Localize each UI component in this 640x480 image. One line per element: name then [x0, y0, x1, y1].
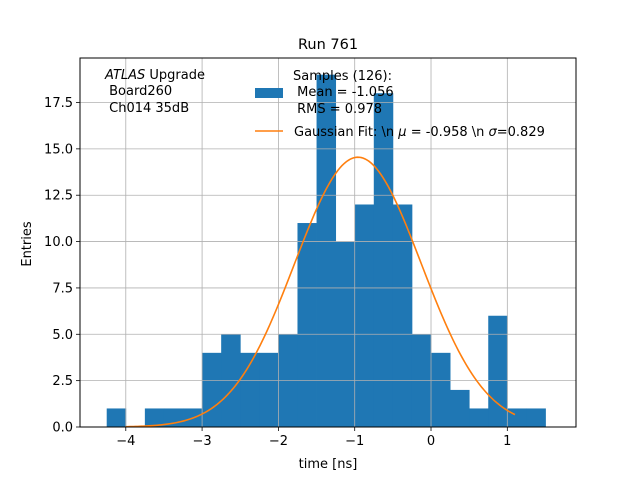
x-tick-label: 1 — [503, 434, 511, 449]
histogram-bar — [373, 93, 394, 428]
x-axis-label: time [ns] — [299, 457, 358, 472]
histogram-bar — [106, 408, 127, 427]
x-axis-ticks: −4 −3 −2 −1 0 1 — [116, 427, 511, 449]
y-tick-label: 0.0 — [52, 421, 73, 436]
histogram-bar — [450, 389, 470, 427]
legend-histogram-label-line-3: RMS = 0.978 — [293, 102, 382, 117]
plot-frame — [79, 57, 577, 428]
histogram-bar — [144, 408, 165, 427]
legend-histogram-label-line-1: Samples (126): — [293, 69, 392, 84]
histogram-bar — [259, 352, 279, 427]
annotation-upgrade: Upgrade — [145, 68, 205, 83]
y-tick-label: 2.5 — [52, 374, 73, 389]
legend-fit-sigma-value: =0.829 — [497, 125, 545, 140]
annotation-line-1: ATLAS Upgrade — [104, 68, 205, 83]
y-tick-label: 10.0 — [44, 235, 73, 250]
y-tick-label: 7.5 — [52, 281, 73, 296]
y-tick-label: 12.5 — [44, 189, 73, 204]
fit-curve-line — [125, 156, 516, 428]
histogram-bar — [392, 204, 413, 427]
x-tick-label: 0 — [427, 434, 435, 449]
x-tick-label: −4 — [116, 434, 135, 449]
atlas-annotation: ATLAS Upgrade Board260 Ch014 35dB — [104, 68, 205, 116]
histogram-bar — [354, 204, 375, 427]
x-tick-label: −3 — [193, 434, 212, 449]
legend-histogram-label-line-2: Mean = -1.056 — [293, 85, 394, 100]
histogram-bar — [431, 352, 451, 427]
histogram-bar — [469, 408, 489, 427]
annotation-line-3: Ch014 35dB — [105, 101, 189, 116]
legend-fit-mu-symbol: μ — [397, 125, 406, 140]
chart-title: Run 761 — [298, 37, 358, 53]
y-axis-ticks: 0.0 2.5 5.0 7.5 10.0 12.5 15.0 17.5 — [44, 96, 80, 436]
y-tick-label: 17.5 — [44, 96, 73, 111]
legend-fit-label: Gaussian Fit: \n μ = -0.958 \n σ=0.829 — [294, 125, 545, 140]
legend-histogram-swatch — [255, 88, 283, 98]
gaussian-fit-curve — [125, 156, 516, 428]
legend: Samples (126): Mean = -1.056 RMS = 0.978… — [255, 69, 545, 140]
histogram-bar — [316, 74, 337, 427]
legend-fit-mu-value: = -0.958 \n — [407, 125, 489, 140]
histogram-bar — [526, 408, 546, 427]
y-tick-label: 5.0 — [52, 328, 73, 343]
y-tick-label: 15.0 — [44, 142, 73, 157]
x-tick-label: −2 — [269, 434, 288, 449]
histogram-bar — [202, 352, 222, 427]
legend-fit-sigma-symbol: σ — [489, 125, 498, 140]
y-axis-label: Entries — [20, 221, 35, 267]
x-tick-label: −1 — [345, 434, 364, 449]
annotation-line-2: Board260 — [105, 84, 172, 99]
legend-fit-prefix: Gaussian Fit: \n — [294, 125, 398, 140]
histogram-bar — [297, 223, 317, 427]
histogram-bar — [488, 315, 508, 427]
annotation-atlas: ATLAS — [104, 68, 145, 83]
